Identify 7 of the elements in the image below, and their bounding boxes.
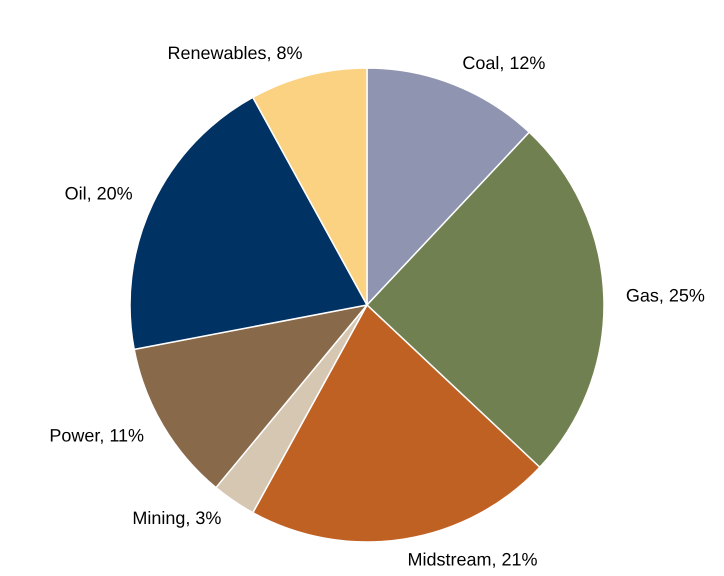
slice-label: Oil, 20%	[64, 183, 133, 204]
slice-label: Coal, 12%	[462, 52, 546, 73]
slice-label: Gas, 25%	[626, 286, 705, 306]
slice-label: Midstream, 21%	[408, 550, 538, 570]
slice-label: Mining, 3%	[132, 508, 222, 528]
slice-label: Power, 11%	[49, 426, 144, 446]
slice-label: Renewables, 8%	[167, 42, 303, 63]
